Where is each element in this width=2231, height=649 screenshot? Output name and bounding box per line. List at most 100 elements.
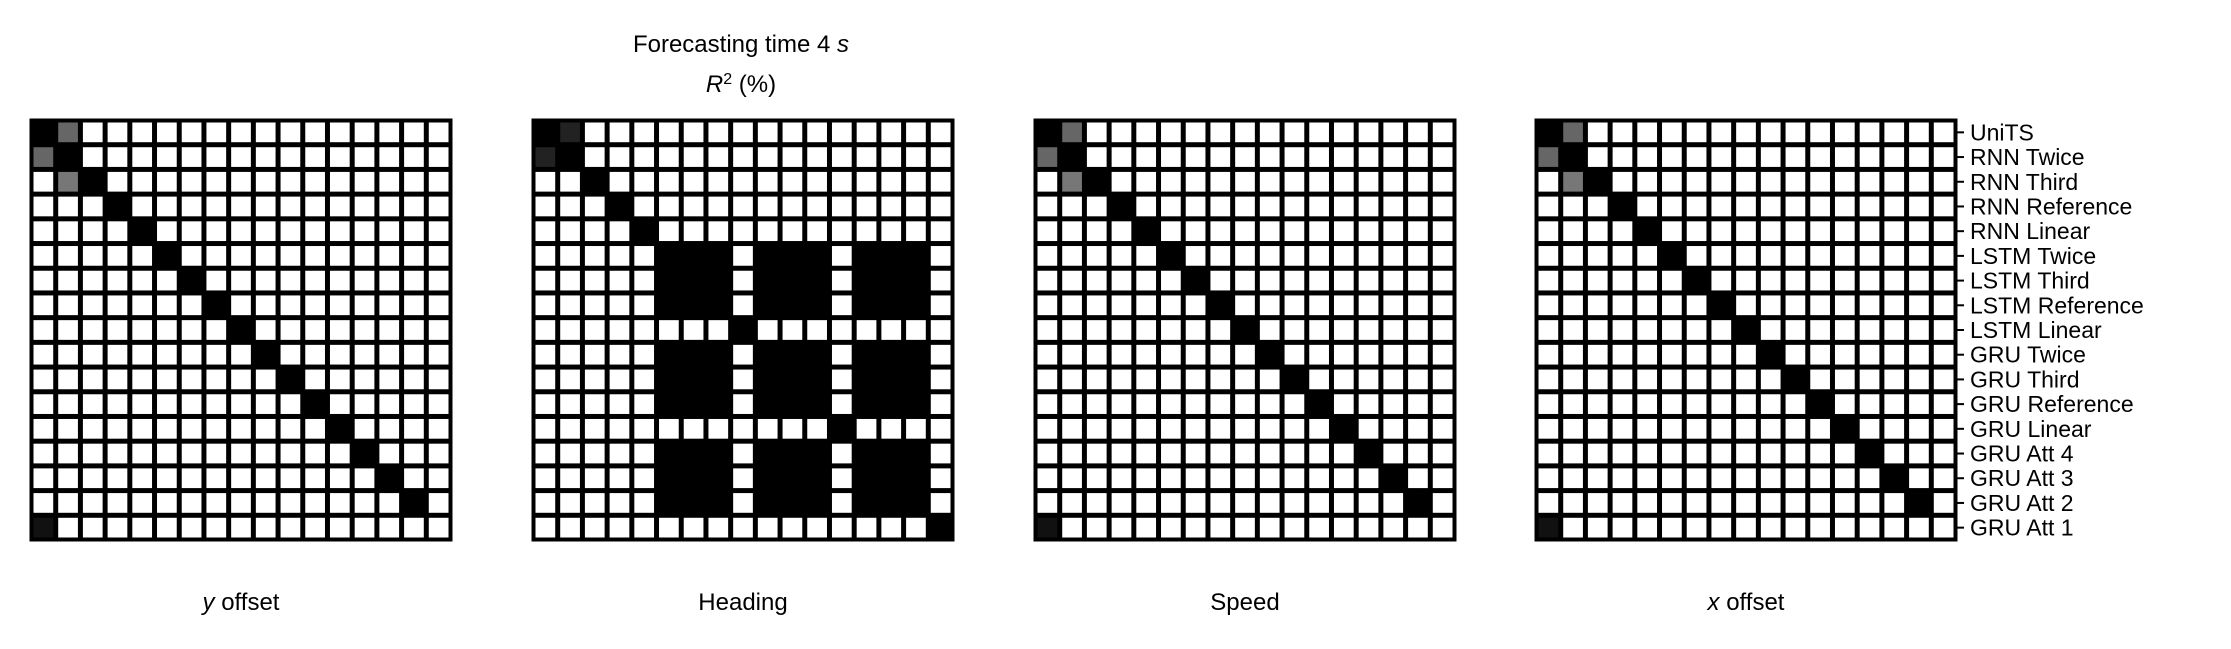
heatmap-cell <box>1909 270 1929 291</box>
heatmap-cell <box>1111 320 1132 340</box>
heatmap-cell <box>1235 295 1255 316</box>
heatmap-cell <box>58 295 78 316</box>
heatmap-cell <box>1111 394 1132 414</box>
heatmap-cell <box>305 517 325 538</box>
heatmap-cell <box>1136 147 1157 167</box>
heatmap-cell <box>1185 320 1206 340</box>
heatmap-cell <box>906 196 926 217</box>
heatmap-cell <box>1284 221 1305 242</box>
heatmap-cell <box>107 122 128 143</box>
heatmap-cell <box>1259 443 1280 464</box>
heatmap-cell <box>1358 493 1379 513</box>
heatmap-cell <box>379 517 400 538</box>
heatmap-cell <box>132 468 153 489</box>
heatmap-cell <box>560 517 580 538</box>
heatmap-cell <box>1810 443 1830 464</box>
heatmap-cell <box>305 468 325 489</box>
heatmap-cell <box>404 295 424 316</box>
heatmap-cell <box>206 246 227 266</box>
heatmap-cell <box>733 443 753 464</box>
heatmap-cell <box>1810 418 1830 439</box>
heatmap-cell <box>535 344 556 365</box>
heatmap-cell <box>1538 369 1559 390</box>
heatmap-cell <box>1612 246 1633 266</box>
heatmap-cell <box>33 517 54 538</box>
heatmap-cell <box>1884 493 1905 513</box>
heatmap-cell <box>1563 196 1583 217</box>
heatmap-cell <box>535 493 556 513</box>
heatmap-cell <box>1538 221 1559 242</box>
heatmap-cell <box>609 295 630 316</box>
heatmap-cell <box>404 369 424 390</box>
heatmap-cell <box>708 171 729 192</box>
heatmap-cell <box>1933 171 1954 192</box>
heatmap-cell <box>1333 344 1354 365</box>
heatmap-cell <box>733 246 753 266</box>
heatmap-cell <box>1760 320 1781 340</box>
heatmap-cell <box>1284 246 1305 266</box>
heatmap-cell <box>1432 270 1453 291</box>
heatmap-cell <box>132 443 153 464</box>
heatmap-cell <box>231 344 251 365</box>
heatmap-cell <box>634 122 655 143</box>
heatmap-cell <box>255 443 276 464</box>
heatmap-cell <box>1136 171 1157 192</box>
heatmap-cell <box>634 320 655 340</box>
heatmap-cell <box>82 418 103 439</box>
heatmap-cell <box>856 147 877 167</box>
heatmap-cell <box>231 122 251 143</box>
heatmap-cell <box>1259 344 1280 365</box>
heatmap-cell <box>33 246 54 266</box>
heatmap-cell <box>1637 517 1658 538</box>
heatmap-cell <box>708 320 729 340</box>
heatmap-cell <box>1612 171 1633 192</box>
heatmap-cell <box>1210 295 1231 316</box>
heatmap-cell <box>132 221 153 242</box>
heatmap-cell <box>1686 418 1707 439</box>
heatmap-cell <box>206 270 227 291</box>
heatmap-cell <box>1037 295 1058 316</box>
heatmap-cell <box>733 493 753 513</box>
heatmap-cell <box>659 418 679 439</box>
heatmap-cell <box>1161 295 1181 316</box>
heatmap-cell <box>906 246 926 266</box>
heatmap-cell <box>1235 418 1255 439</box>
heatmap-cell <box>157 246 177 266</box>
heatmap-cell <box>428 147 449 167</box>
heatmap-cell <box>1309 468 1329 489</box>
heatmap-cell <box>584 369 605 390</box>
heatmap-cell <box>683 171 704 192</box>
heatmap-cell <box>1284 493 1305 513</box>
heatmap-cell <box>1711 394 1732 414</box>
heatmap-cell <box>107 493 128 513</box>
heatmap-cell <box>881 468 902 489</box>
heatmap-cell <box>1810 122 1830 143</box>
heatmap-cell <box>1259 468 1280 489</box>
heatmap-cell <box>1333 394 1354 414</box>
heatmap-cell <box>782 122 803 143</box>
heatmap-cell <box>1736 320 1756 340</box>
heatmap-cell <box>206 418 227 439</box>
heatmap-cell <box>33 171 54 192</box>
heatmap-cell <box>683 443 704 464</box>
heatmap-cell <box>906 221 926 242</box>
heatmap-cell <box>82 468 103 489</box>
heatmap-cell <box>782 344 803 365</box>
heatmap-cell <box>1637 221 1658 242</box>
heatmap-cell <box>206 369 227 390</box>
heatmap-cell <box>1711 369 1732 390</box>
heatmap-cell <box>1810 369 1830 390</box>
heatmap-cell <box>428 394 449 414</box>
heatmap-cell <box>683 394 704 414</box>
heatmap-cell <box>1563 270 1583 291</box>
heatmap-cell <box>634 171 655 192</box>
heatmap-cell <box>1587 270 1608 291</box>
heatmap-cell <box>1086 295 1107 316</box>
heatmap-cell <box>1136 196 1157 217</box>
model-label: LSTM Linear <box>1970 317 2102 343</box>
heatmap-cell <box>428 196 449 217</box>
heatmap-cell <box>1662 468 1682 489</box>
heatmap-cell <box>1259 295 1280 316</box>
heatmap-cell <box>1909 443 1929 464</box>
heatmap-cell <box>1235 221 1255 242</box>
